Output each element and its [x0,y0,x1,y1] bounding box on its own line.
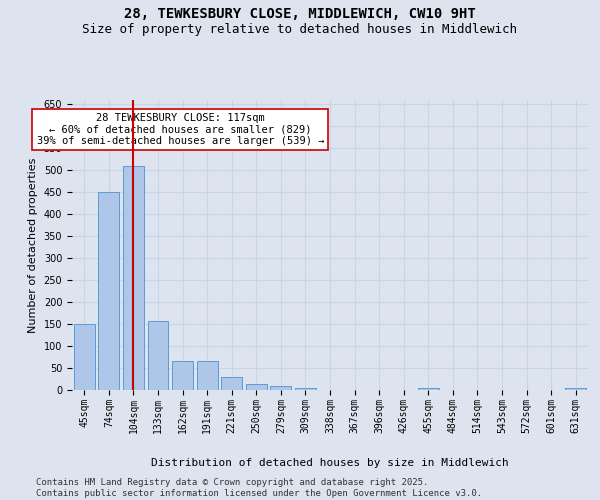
Bar [418,388,439,390]
Bar [221,377,242,390]
Text: Size of property relative to detached houses in Middlewich: Size of property relative to detached ho… [83,22,517,36]
Bar [98,192,119,390]
Bar [246,384,267,390]
Y-axis label: Number of detached properties: Number of detached properties [28,158,38,332]
Bar [172,362,193,390]
Bar [271,386,292,390]
Bar [74,324,95,390]
Text: Distribution of detached houses by size in Middlewich: Distribution of detached houses by size … [151,458,509,468]
Text: 28, TEWKESBURY CLOSE, MIDDLEWICH, CW10 9HT: 28, TEWKESBURY CLOSE, MIDDLEWICH, CW10 9… [124,8,476,22]
Bar [565,388,586,390]
Bar [148,320,169,390]
Bar [123,166,144,390]
Bar [295,388,316,390]
Bar [197,362,218,390]
Text: 28 TEWKESBURY CLOSE: 117sqm
← 60% of detached houses are smaller (829)
39% of se: 28 TEWKESBURY CLOSE: 117sqm ← 60% of det… [37,113,324,146]
Text: Contains HM Land Registry data © Crown copyright and database right 2025.
Contai: Contains HM Land Registry data © Crown c… [36,478,482,498]
